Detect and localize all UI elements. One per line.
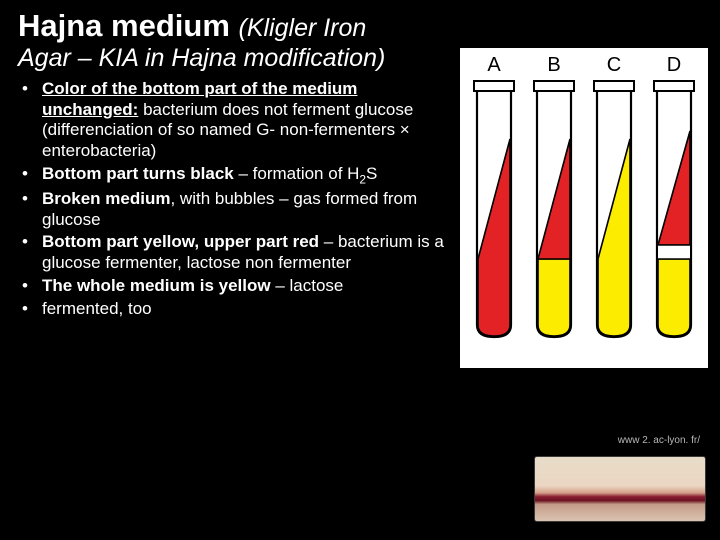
title-italic-2: Agar – KIA in Hajna modification) [18, 44, 385, 72]
bullet-item: Bottom part turns black – formation of H… [18, 164, 452, 187]
tube-label: D [646, 54, 702, 77]
bullet-item: Bottom part yellow, upper part red – bac… [18, 232, 452, 273]
tubes-diagram: ABCD [460, 48, 708, 368]
citation-text: www 2. ac-lyon. fr/ [618, 435, 700, 446]
bullet-item: fermented, too [18, 299, 452, 320]
title-main: Hajna medium [18, 8, 239, 43]
tube-label: A [466, 54, 522, 77]
tube-label: B [526, 54, 582, 77]
bullet-item: The whole medium is yellow – lactose [18, 276, 452, 297]
bullet-item: Broken medium, with bubbles – gas formed… [18, 189, 452, 230]
tube-photo [534, 456, 706, 522]
tube-b [529, 79, 579, 349]
tube-d [649, 79, 699, 349]
tube-label: C [586, 54, 642, 77]
tube-c [589, 79, 639, 349]
bullet-list: Color of the bottom part of the medium u… [18, 79, 458, 321]
tube-a [469, 79, 519, 349]
title-italic-1: (Kligler Iron [239, 14, 367, 42]
bullet-item: Color of the bottom part of the medium u… [18, 79, 452, 162]
